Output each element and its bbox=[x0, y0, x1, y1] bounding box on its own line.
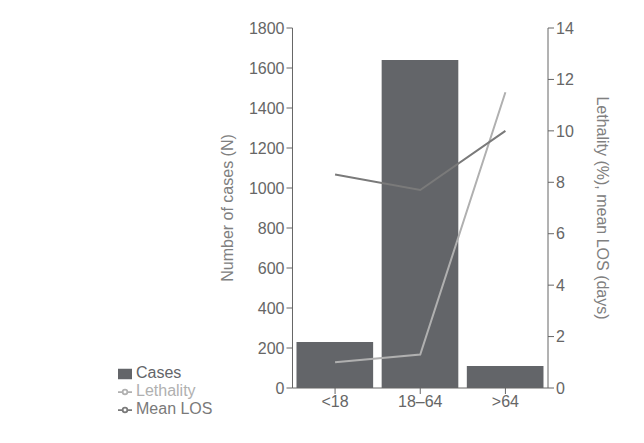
svg-text:4: 4 bbox=[556, 277, 565, 294]
svg-text:0: 0 bbox=[556, 380, 565, 397]
svg-text:0: 0 bbox=[276, 380, 285, 397]
svg-text:800: 800 bbox=[258, 220, 285, 237]
svg-text:Number of cases (N): Number of cases (N) bbox=[219, 134, 236, 282]
svg-text:Lethality (%), mean LOS (days): Lethality (%), mean LOS (days) bbox=[594, 96, 611, 319]
html-text:Mean LOS: Mean LOS bbox=[136, 400, 213, 417]
svg-text:12: 12 bbox=[556, 71, 574, 88]
svg-text:18–64: 18–64 bbox=[398, 393, 443, 410]
svg-text:1800: 1800 bbox=[249, 20, 285, 37]
svg-text:200: 200 bbox=[258, 340, 285, 357]
svg-text:1200: 1200 bbox=[249, 140, 285, 157]
html-text:Cases: Cases bbox=[136, 364, 182, 381]
html-text:Lethality: Lethality bbox=[136, 382, 196, 399]
svg-text:400: 400 bbox=[258, 300, 285, 317]
svg-text:600: 600 bbox=[258, 260, 285, 277]
svg-text:2: 2 bbox=[556, 328, 565, 345]
svg-text:1400: 1400 bbox=[249, 100, 285, 117]
svg-text:8: 8 bbox=[556, 174, 565, 191]
svg-text:>64: >64 bbox=[492, 393, 519, 410]
svg-text:<18: <18 bbox=[322, 393, 349, 410]
svg-text:10: 10 bbox=[556, 123, 574, 140]
svg-text:1000: 1000 bbox=[249, 180, 285, 197]
svg-text:1600: 1600 bbox=[249, 60, 285, 77]
svg-text:6: 6 bbox=[556, 225, 565, 242]
svg-text:14: 14 bbox=[556, 20, 574, 37]
